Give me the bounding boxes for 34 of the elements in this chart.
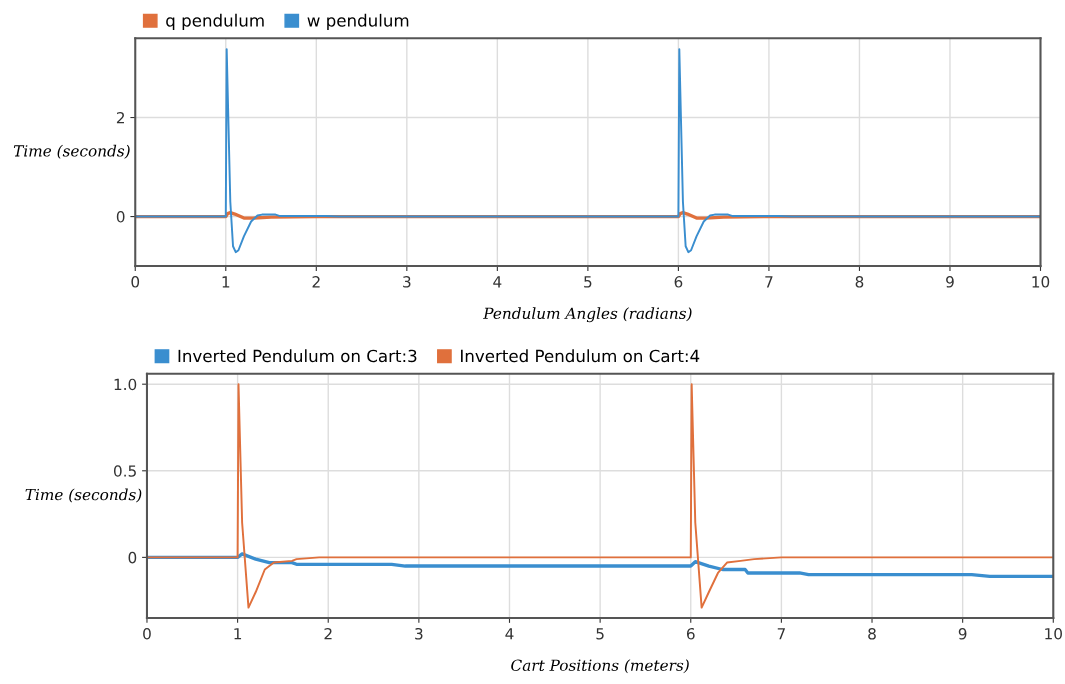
x-tick-label: 1 [222, 276, 230, 288]
y-tick-label: 2 [116, 111, 124, 124]
x-tick-label: 5 [596, 628, 604, 640]
x-tick-label: 8 [855, 276, 864, 288]
y-tick-label: 0 [128, 551, 137, 564]
legend-label: w pendulum [307, 13, 409, 30]
x-tick-label: 7 [765, 276, 773, 288]
y-tick-label: 0 [116, 211, 125, 223]
x-axis-title: Pendulum Angles (radians) [483, 307, 692, 323]
x-tick-label: 9 [958, 627, 967, 640]
x-tick-label: 4 [505, 628, 514, 640]
x-tick-label: 3 [415, 627, 423, 640]
x-tick-label: 2 [324, 627, 332, 640]
x-tick-label: 0 [143, 627, 151, 640]
x-tick-label: 6 [686, 627, 695, 640]
x-tick-label: 6 [674, 276, 683, 288]
y-tick-label: 1.0 [114, 378, 137, 391]
x-tick-label: 8 [868, 627, 876, 640]
y-axis-title: Time (seconds) [13, 144, 130, 159]
x-tick-label: 2 [312, 276, 320, 288]
legend-label: Inverted Pendulum on Cart:4 [461, 349, 700, 363]
x-tick-label: 9 [946, 276, 954, 288]
legend-label: Inverted Pendulum on Cart:3 [178, 349, 417, 363]
x-axis-title: Cart Positions (meters) [511, 659, 689, 674]
x-tick-label: 10 [1032, 276, 1050, 288]
x-tick-label: 5 [584, 276, 592, 288]
y-tick-label: 0.5 [113, 465, 136, 477]
legend-label: q pendulum [166, 13, 264, 30]
x-tick-label: 1 [234, 628, 242, 640]
x-tick-label: 7 [777, 628, 785, 640]
x-tick-label: 4 [493, 276, 502, 288]
x-tick-label: 10 [1045, 627, 1062, 640]
y-axis-title: Time (seconds) [25, 488, 142, 503]
x-tick-label: 3 [403, 276, 411, 288]
